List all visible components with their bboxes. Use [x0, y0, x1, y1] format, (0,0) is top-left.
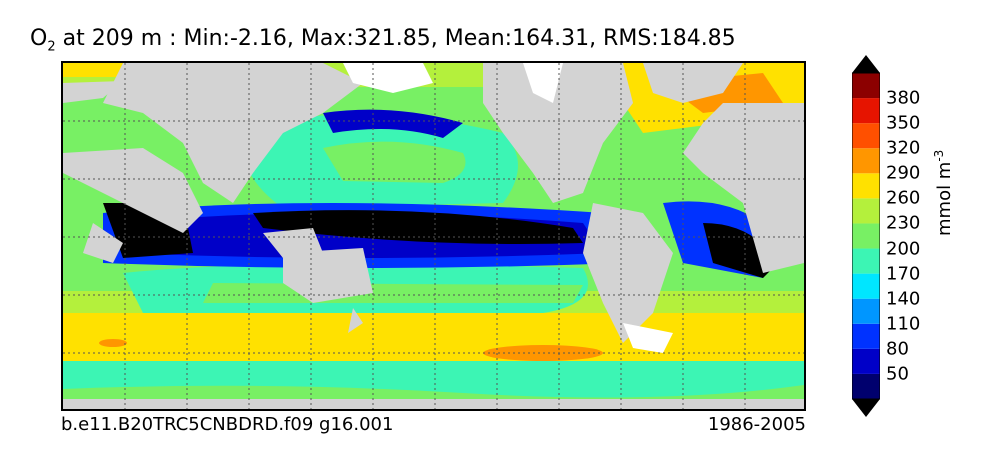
colorbar-label: mmol m-3	[932, 149, 955, 236]
ice-weddell	[623, 323, 673, 353]
graticule	[63, 63, 804, 409]
land-new-zealand	[348, 308, 363, 333]
colorbar-segment	[852, 348, 880, 374]
colorbar	[852, 55, 880, 417]
colorbar-tick-label: 80	[886, 338, 909, 360]
colorbar-segment	[852, 298, 880, 324]
land-europe-africa-east	[683, 103, 804, 273]
north-pacific-subarctic	[323, 109, 463, 138]
colorbar-segment	[852, 223, 880, 249]
land-greenland	[643, 63, 743, 103]
ocean-oxygen-map	[61, 61, 806, 411]
land-eurasia	[103, 63, 363, 203]
year-range: 1986-2005	[707, 414, 806, 435]
colorbar-tick-label: 290	[886, 162, 921, 184]
land-north-america	[483, 63, 633, 203]
case-name: b.e11.B20TRC5CNBDRD.f09 g16.001	[61, 414, 394, 435]
colorbar-tick-label: 350	[886, 112, 921, 134]
colorbar-tick-label: 170	[886, 263, 921, 285]
ice-arctic-pacific	[343, 63, 433, 93]
colorbar-under-arrow	[852, 399, 880, 417]
map-title: O2 at 209 m : Min:-2.16, Max:321.85, Mea…	[30, 26, 736, 55]
colorbar-segment	[852, 373, 880, 399]
colorbar-tick-label: 140	[886, 288, 921, 310]
eastern-pacific-omz	[253, 210, 583, 244]
ice-hudson-bay	[523, 63, 563, 103]
colorbar-over-arrow	[852, 55, 880, 73]
south-indian-max	[99, 339, 127, 347]
colorbar-segment	[852, 148, 880, 174]
land-africa-asia	[63, 148, 203, 233]
colorbar-segment	[852, 123, 880, 149]
north-pacific-200	[323, 141, 466, 183]
colorbar-segment	[852, 173, 880, 199]
colorbar-segment	[852, 198, 880, 224]
colorbar-segment	[852, 248, 880, 274]
south-gyres-200	[203, 283, 583, 303]
colorbar-segment	[852, 273, 880, 299]
benguela-omz	[703, 223, 778, 278]
colorbar-tick-label: 320	[886, 137, 921, 159]
colorbar-tick-label: 380	[886, 87, 921, 109]
land-madagascar	[83, 223, 123, 263]
land-antarctica	[63, 399, 804, 409]
colorbar-segment	[852, 98, 880, 124]
colorbar-tick-label: 110	[886, 313, 921, 335]
southern-band-260	[63, 313, 804, 361]
colorbar-frame	[852, 72, 880, 400]
land-indonesia	[263, 228, 323, 258]
colorbar-segment	[852, 73, 880, 99]
colorbar-tick-label: 260	[886, 187, 921, 209]
colorbar-tick-label: 230	[886, 212, 921, 234]
land-south-america	[583, 203, 673, 343]
colorbar-tick-label: 200	[886, 238, 921, 260]
colorbar-tick-label: 50	[886, 363, 909, 385]
colorbar-segment	[852, 323, 880, 349]
land-australia	[283, 248, 373, 303]
land-europe-west	[63, 81, 123, 103]
